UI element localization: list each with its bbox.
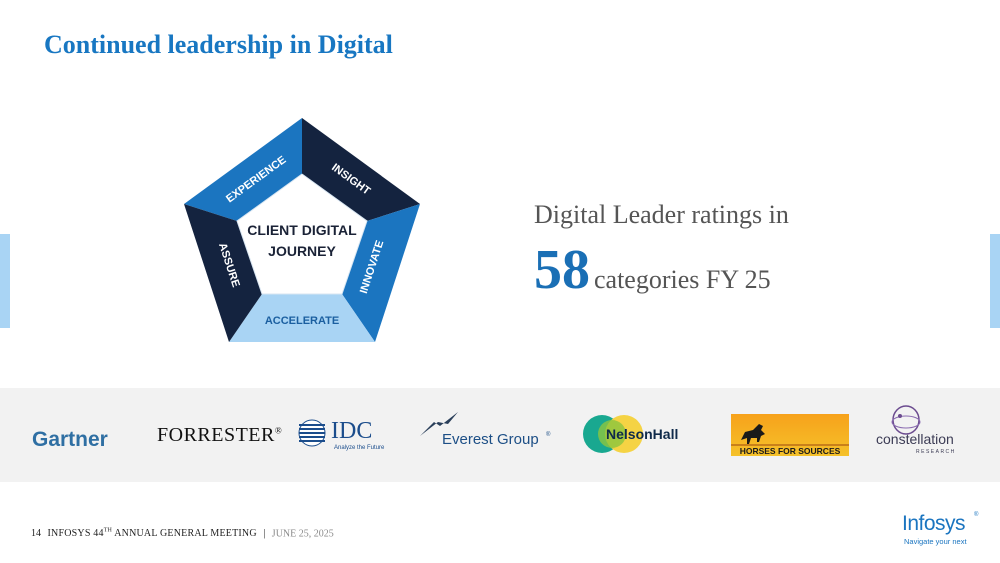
constellation-logo-text: constellation bbox=[876, 431, 954, 447]
event-name: INFOSYS 44TH ANNUAL GENERAL MEETING bbox=[48, 528, 257, 539]
left-accent-bar bbox=[0, 234, 10, 328]
everest-registered-mark: ® bbox=[546, 431, 551, 438]
center-label-line2: JOURNEY bbox=[268, 243, 336, 259]
everest-group-logo: Everest Group ® bbox=[420, 412, 551, 448]
event-date: JUNE 25, 2025 bbox=[271, 528, 334, 540]
infosys-logo: Infosys ® Navigate your next bbox=[902, 511, 979, 546]
slide-title: Continued leadership in Digital bbox=[44, 30, 393, 59]
segment-label-accelerate: ACCELERATE bbox=[265, 315, 339, 327]
nelsonhall-circles-icon bbox=[583, 415, 643, 453]
event-superscript: TH bbox=[103, 528, 113, 534]
gartner-logo: Gartner bbox=[32, 428, 108, 451]
footer-separator: | bbox=[263, 528, 266, 540]
nelsonhall-logo: NelsonHall bbox=[583, 415, 678, 453]
analyst-logos-band: Gartner FORRESTER® IDC Analyze the Futur… bbox=[0, 388, 1000, 482]
nelsonhall-logo-text: NelsonHall bbox=[606, 426, 678, 442]
horses-for-sources-logo: HORSES FOR SOURCES bbox=[731, 414, 849, 456]
constellation-orbit-icon bbox=[891, 405, 921, 435]
infosys-registered-mark: ® bbox=[974, 511, 979, 518]
hfs-logo-text: HORSES FOR SOURCES bbox=[740, 446, 841, 456]
segment-accelerate bbox=[229, 294, 375, 342]
idc-tagline: Analyze the Future bbox=[334, 445, 385, 451]
forrester-logo: FORRESTER® bbox=[157, 424, 282, 447]
infosys-logo-text: Infosys bbox=[902, 512, 965, 535]
rating-text: Digital Leader ratings in bbox=[534, 200, 789, 229]
event-suffix: ANNUAL GENERAL MEETING bbox=[112, 528, 257, 540]
footer: 14 INFOSYS 44TH ANNUAL GENERAL MEETING |… bbox=[31, 528, 334, 539]
idc-globe-icon bbox=[298, 419, 326, 447]
center-label-line1: CLIENT DIGITAL bbox=[247, 222, 357, 238]
client-digital-journey-pentagon: CLIENT DIGITAL JOURNEY EXPERIENCE INSIGH… bbox=[184, 118, 420, 342]
forrester-logo-text: FORRESTER bbox=[157, 424, 275, 446]
rating-count: 58 bbox=[534, 239, 590, 301]
constellation-subtext: RESEARCH bbox=[916, 449, 956, 455]
idc-logo: IDC Analyze the Future bbox=[298, 418, 385, 451]
idc-logo-text: IDC bbox=[331, 418, 372, 444]
rating-suffix: categories FY 25 bbox=[594, 265, 771, 294]
page-number: 14 bbox=[31, 528, 41, 540]
infosys-tagline: Navigate your next bbox=[904, 537, 967, 546]
everest-mountain-icon bbox=[420, 412, 458, 436]
rating-count-line: 58 categories FY 25 bbox=[534, 238, 771, 302]
horse-icon bbox=[741, 424, 765, 444]
constellation-research-logo: constellation RESEARCH bbox=[876, 405, 956, 455]
event-prefix: INFOSYS 44 bbox=[47, 528, 104, 540]
everest-logo-text: Everest Group bbox=[442, 431, 539, 448]
forrester-registered-mark: ® bbox=[274, 425, 283, 436]
right-accent-bar bbox=[990, 234, 1000, 328]
